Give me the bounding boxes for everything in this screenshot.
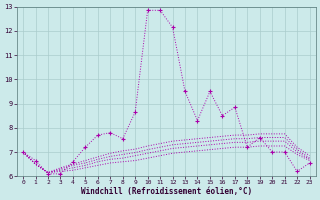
X-axis label: Windchill (Refroidissement éolien,°C): Windchill (Refroidissement éolien,°C) <box>81 187 252 196</box>
